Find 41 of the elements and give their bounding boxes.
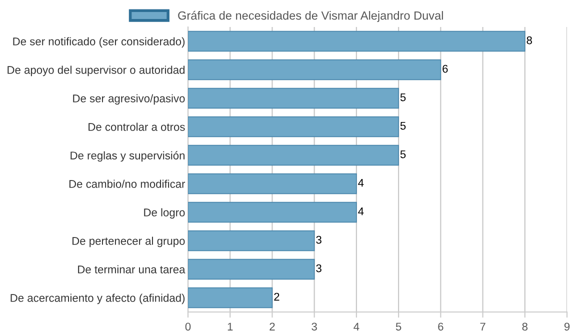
y-tick-label: De cambio/no modificar bbox=[69, 180, 186, 188]
x-tick-label: 2 bbox=[270, 322, 275, 330]
x-tick-label: 9 bbox=[564, 322, 570, 331]
y-tick-label: De controlar a otros bbox=[88, 122, 185, 131]
bar bbox=[188, 173, 357, 194]
y-tick-label: De ser notificado (ser considerado) bbox=[13, 37, 185, 48]
x-tick-label: 5 bbox=[396, 322, 402, 331]
bar bbox=[188, 30, 526, 52]
bar bbox=[188, 59, 442, 80]
data-label: 5 bbox=[400, 93, 406, 102]
y-tick-label: De terminar una tarea bbox=[78, 265, 186, 274]
legend-label: Gráfica de necesidades de Vismar Alejandro Duval bbox=[178, 10, 443, 22]
bar bbox=[188, 88, 399, 109]
y-tick-label: De ser agresivo/pasivo bbox=[73, 94, 185, 105]
bar bbox=[188, 230, 315, 252]
y-tick-label: De pertenecer al grupo bbox=[72, 236, 185, 248]
bar bbox=[188, 116, 399, 138]
data-label: 5 bbox=[400, 150, 406, 158]
bar bbox=[188, 287, 273, 308]
x-tick-label: 7 bbox=[480, 322, 486, 330]
data-label: 6 bbox=[442, 64, 448, 73]
y-tick-label: De logro bbox=[144, 208, 185, 219]
y-tick-label: De apoyo del supervisor o autoridad bbox=[8, 66, 185, 76]
data-label: 2 bbox=[274, 292, 280, 301]
x-tick-label: 3 bbox=[312, 322, 317, 331]
y-tick-label: De reglas y supervisión bbox=[70, 151, 185, 162]
x-tick-label: 1 bbox=[228, 322, 233, 330]
x-tick-label: 8 bbox=[522, 322, 528, 331]
data-label: 3 bbox=[316, 236, 322, 244]
bar bbox=[188, 258, 315, 280]
y-tick-label: De acercamiento y afecto (afinidad) bbox=[10, 294, 185, 304]
x-tick-label: 6 bbox=[438, 322, 444, 331]
data-label: 8 bbox=[526, 36, 532, 44]
bar bbox=[188, 144, 399, 166]
x-tick-label: 0 bbox=[185, 322, 191, 331]
x-tick-label: 4 bbox=[354, 322, 360, 330]
bar bbox=[188, 202, 357, 223]
data-label: 5 bbox=[400, 122, 406, 130]
data-label: 4 bbox=[358, 178, 364, 187]
data-label: 4 bbox=[358, 207, 364, 216]
data-label: 3 bbox=[316, 264, 322, 272]
